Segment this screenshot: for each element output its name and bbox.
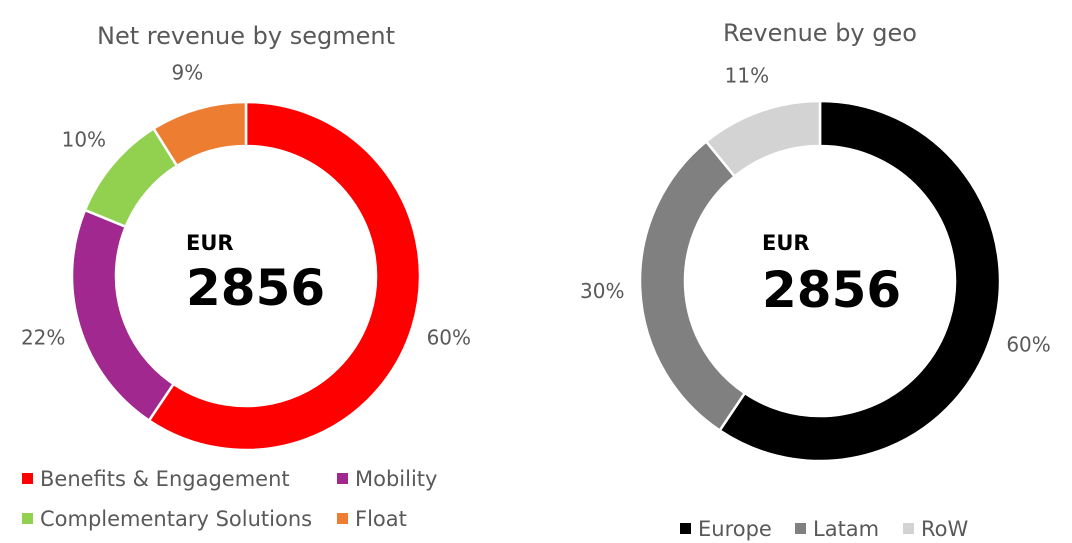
donut-slice-float — [151, 100, 248, 168]
legend-swatch — [337, 513, 348, 524]
data-label: 30% — [580, 279, 624, 303]
data-label: 22% — [21, 326, 65, 350]
legend-item-europe: Europe — [680, 517, 772, 541]
legend-swatch — [680, 523, 691, 534]
donut-slice-europe — [717, 99, 1002, 463]
legend-swatch — [795, 523, 806, 534]
center-value-label: 2856 — [762, 261, 901, 319]
legend-item-latam: Latam — [795, 517, 879, 541]
legend-item-benefits: Benefits & Engagement — [22, 467, 290, 491]
legend-swatch — [22, 513, 33, 524]
legend-swatch — [903, 523, 914, 534]
legend-swatch — [22, 473, 33, 484]
legend-item-float: Float — [337, 507, 407, 531]
data-label: 10% — [62, 127, 106, 151]
data-label: 60% — [427, 326, 471, 350]
legend-swatch — [337, 473, 348, 484]
data-label: 60% — [1006, 332, 1050, 356]
data-label: 11% — [725, 64, 769, 88]
chart-title-geo: Revenue by geo — [723, 19, 917, 47]
legend-item-complementary: Complementary Solutions — [22, 507, 312, 531]
legend-item-mobility: Mobility — [337, 467, 437, 491]
chart-title-segment: Net revenue by segment — [97, 22, 395, 50]
center-value-label: 2856 — [186, 259, 325, 317]
legend-item-row: RoW — [903, 517, 968, 541]
center-currency-label: EUR — [762, 231, 810, 255]
donut-slice-mobility — [70, 208, 176, 423]
donut-slice-benefits-engagement — [147, 100, 422, 452]
donut-slice-row — [704, 99, 822, 179]
donut-slice-latam — [638, 139, 747, 433]
center-currency-label: EUR — [186, 231, 234, 255]
data-label: 9% — [172, 60, 204, 84]
